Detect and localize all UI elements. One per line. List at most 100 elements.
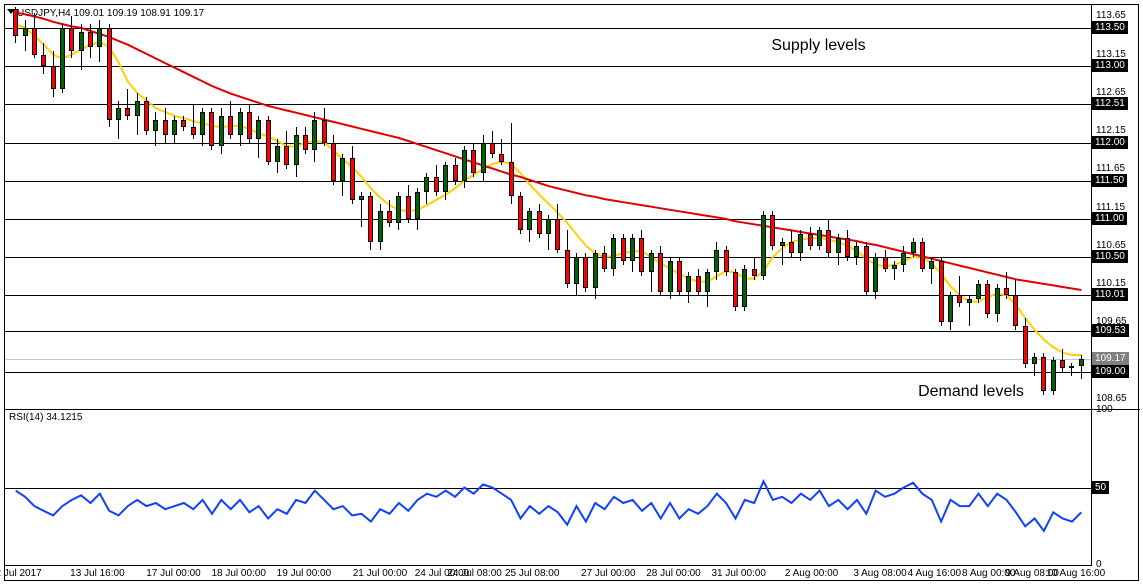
candle-body [256,120,261,139]
rsi-y-axis: 05010050 [1092,410,1140,565]
candle-body [462,150,467,181]
candle-body [967,299,972,303]
candle-body [490,143,495,154]
candle-body [172,120,177,135]
candle-body [593,253,598,287]
candle-body [69,28,74,51]
price-level-box: 111.50 [1092,174,1127,187]
candle-body [1032,357,1037,365]
price-tick-label: 108.65 [1096,393,1127,404]
candle-body [434,177,439,192]
candle-body [724,250,729,273]
candle-body [948,295,953,322]
price-tick-label: 112.15 [1096,125,1126,136]
candle-body [368,196,373,242]
candle-body [518,196,523,230]
candle-body [649,253,654,272]
time-tick-label: 17 Jul 00:00 [146,568,201,579]
rsi-indicator-chart[interactable]: RSI(14) 34.1215 [5,410,1092,565]
price-tick-label: 110.65 [1096,240,1126,251]
candle-body [864,246,869,292]
candle-body [901,253,906,264]
candle-body [107,28,112,120]
time-tick-label: 12 Jul 2017 [0,568,42,579]
candle-body [574,257,579,284]
time-tick-label: 25 Jul 08:00 [505,568,560,579]
candle-body [836,238,841,253]
candle-body [294,135,299,166]
candle-body [639,238,644,272]
candle-body [789,242,794,253]
candle-body [116,108,121,119]
candle-body [23,28,28,36]
main-price-chart[interactable]: USDJPY,H4 109.01 109.19 108.91 109.17 Su… [5,5,1092,410]
time-tick-label: 24 Jul 08:00 [447,568,502,579]
candle-body [424,177,429,192]
candle-body [144,101,149,132]
candle-body [911,242,916,253]
price-tick-label: 111.15 [1096,202,1125,213]
price-tick-label: 113.65 [1096,10,1126,21]
candle-body [621,238,626,261]
candle-body [883,257,888,268]
price-level-box: 113.00 [1092,59,1128,72]
candle-body [1069,366,1074,368]
candle-body [527,211,532,230]
price-tick-label: 111.65 [1096,163,1125,174]
candle-body [780,242,785,246]
candle-body [985,284,990,315]
candle-body [238,112,243,135]
candle-body [191,127,196,135]
moving-averages-overlay [5,5,1092,410]
candle-body [537,211,542,234]
rsi-level-box: 50 [1092,481,1109,494]
candle-body [555,219,560,250]
candle-body [798,234,803,253]
candle-body [668,261,673,292]
time-tick-label: 21 Jul 00:00 [353,568,408,579]
time-tick-label: 10 Aug 16:00 [1046,568,1105,579]
price-level-box: 110.50 [1092,250,1128,263]
candle-body [976,284,981,299]
candle-body [97,28,102,47]
time-x-axis: 12 Jul 201713 Jul 16:0017 Jul 00:0018 Ju… [5,565,1092,582]
candle-body [406,196,411,219]
candle-body [499,154,504,162]
candle-body [770,215,775,246]
candle-body [275,146,280,161]
candle-body [742,269,747,307]
candle-body [1079,359,1084,366]
candle-body [854,246,859,257]
candle-body [228,116,233,135]
candle-body [60,28,65,89]
candle-body [957,295,962,303]
candle-body [686,276,691,291]
candle-body [565,250,570,284]
price-level-box: 109.53 [1092,324,1129,337]
candle-body [995,288,1000,315]
candle-body [939,261,944,322]
candle-body [845,238,850,257]
candle-body [135,101,140,116]
candle-body [359,196,364,200]
candle-body [378,211,383,242]
candle-body [322,120,327,143]
candle-body [658,253,663,291]
price-tick-label: 113.15 [1096,49,1126,60]
candle-body [817,230,822,245]
candle-body [79,32,84,51]
candle-body [1041,357,1046,391]
candle-body [1060,360,1065,368]
candle-body [677,261,682,292]
candle-body [509,162,514,196]
candle-body [808,234,813,245]
candle-body [761,215,766,276]
candle-body [219,116,224,147]
chart-annotation: Demand levels [918,383,1024,401]
rsi-tick-label: 100 [1096,404,1113,415]
candle-body [929,261,934,269]
time-tick-label: 28 Jul 00:00 [646,568,701,579]
chart-container: USDJPY,H4 109.01 109.19 108.91 109.17 Su… [4,4,1139,581]
candle-body [1013,295,1018,326]
candle-body [602,253,607,268]
